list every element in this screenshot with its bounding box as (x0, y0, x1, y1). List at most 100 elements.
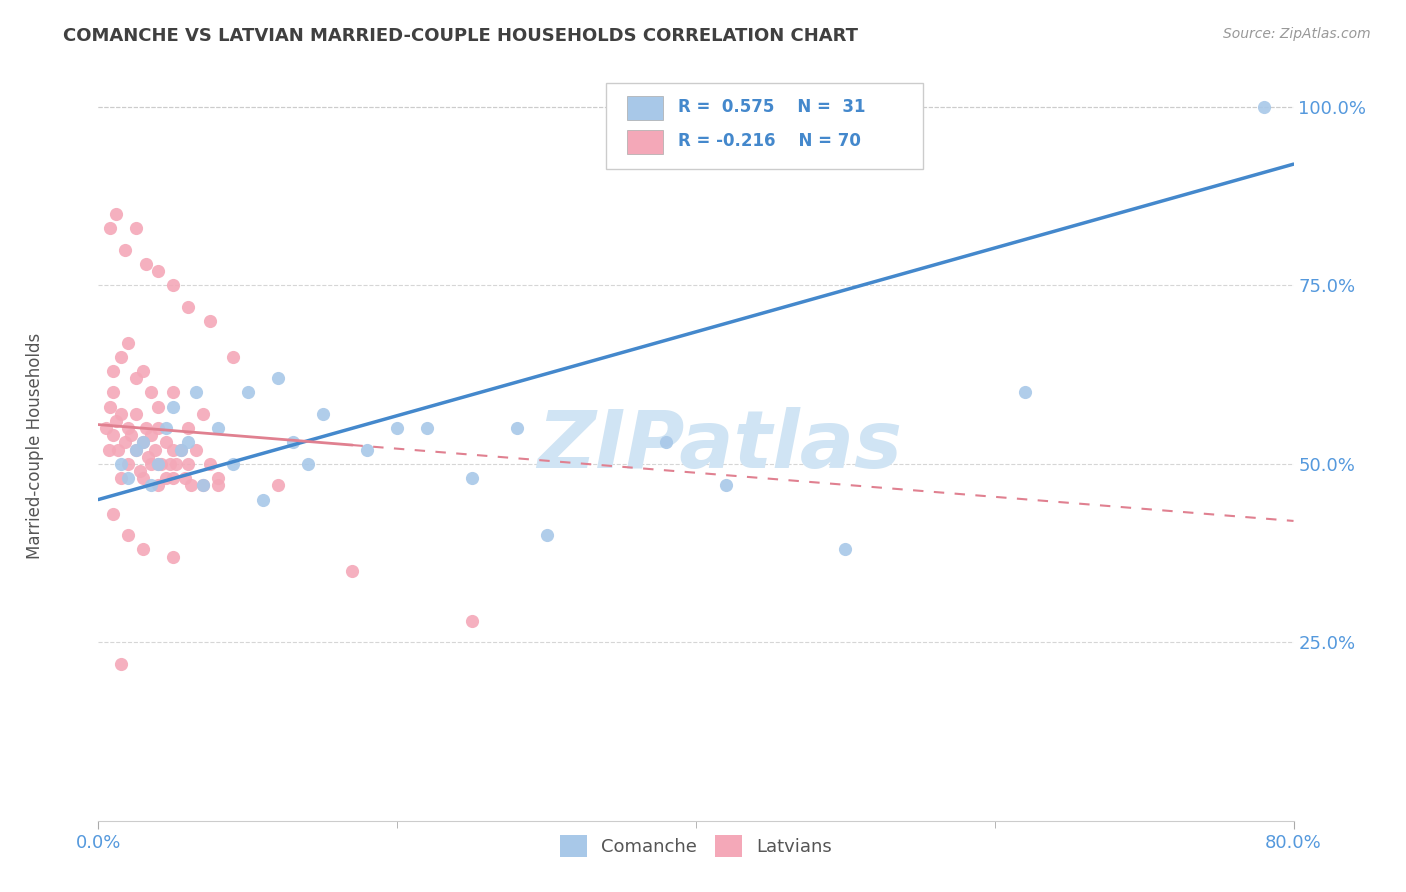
Point (103, 428, 125, 442)
Point (162, 471, 184, 485)
Point (200, 314, 222, 328)
Text: COMANCHE VS LATVIAN MARRIED-COUPLE HOUSEHOLDS CORRELATION CHART: COMANCHE VS LATVIAN MARRIED-COUPLE HOUSE… (63, 27, 858, 45)
Point (177, 435, 200, 450)
Point (125, 442, 148, 457)
Point (110, 657, 132, 671)
Point (281, 435, 304, 450)
Point (200, 457, 222, 471)
Text: Married-couple Households: Married-couple Households (27, 333, 44, 559)
Point (132, 364, 155, 378)
Point (135, 257, 157, 271)
Point (125, 371, 148, 385)
Point (94, 421, 117, 435)
Point (267, 478, 290, 492)
Point (150, 457, 173, 471)
Point (461, 614, 484, 628)
Point (714, 478, 737, 492)
Point (506, 421, 529, 435)
Point (129, 464, 152, 478)
Point (103, 385, 125, 400)
Point (311, 407, 333, 421)
Point (120, 428, 142, 442)
Point (536, 528, 558, 542)
Point (222, 350, 245, 364)
Point (191, 478, 214, 492)
Point (132, 435, 155, 450)
Point (155, 471, 177, 485)
Text: Source: ZipAtlas.com: Source: ZipAtlas.com (1223, 27, 1371, 41)
Point (165, 457, 187, 471)
Point (125, 442, 148, 457)
Point (834, 542, 856, 557)
Point (110, 407, 132, 421)
Point (177, 457, 200, 471)
Point (110, 457, 132, 471)
Point (655, 435, 678, 450)
Point (117, 457, 139, 471)
Point (159, 457, 181, 471)
Point (180, 478, 202, 492)
Point (222, 457, 245, 471)
Point (114, 435, 136, 450)
Point (132, 542, 155, 557)
Point (148, 421, 170, 435)
Point (107, 442, 129, 457)
Point (191, 478, 214, 492)
Point (356, 442, 378, 457)
Point (162, 385, 184, 400)
Point (105, 207, 128, 221)
Point (177, 300, 200, 314)
Point (169, 442, 191, 457)
Point (162, 442, 184, 457)
FancyBboxPatch shape (627, 96, 662, 120)
Point (117, 421, 139, 435)
Point (207, 471, 229, 485)
Point (416, 421, 439, 435)
Point (267, 371, 290, 385)
Point (117, 471, 139, 485)
Point (148, 457, 170, 471)
Point (177, 421, 200, 435)
Text: R =  0.575    N =  31: R = 0.575 N = 31 (678, 98, 866, 116)
FancyBboxPatch shape (627, 130, 662, 153)
Point (110, 350, 132, 364)
Point (97, 442, 120, 457)
Point (110, 471, 132, 485)
Point (117, 528, 139, 542)
Point (191, 407, 214, 421)
Point (297, 457, 319, 471)
Point (98, 221, 122, 235)
Point (162, 400, 184, 414)
Text: R = -0.216    N = 70: R = -0.216 N = 70 (678, 132, 860, 150)
Point (207, 478, 229, 492)
Text: ZIPatlas: ZIPatlas (537, 407, 903, 485)
Point (236, 385, 259, 400)
Point (114, 243, 136, 257)
Point (148, 478, 170, 492)
Point (169, 442, 191, 457)
Point (252, 492, 274, 507)
Point (184, 442, 207, 457)
Point (162, 278, 184, 293)
Point (132, 471, 155, 485)
Point (342, 564, 364, 578)
Legend: Comanche, Latvians: Comanche, Latvians (553, 828, 839, 864)
Point (207, 421, 229, 435)
Point (461, 471, 484, 485)
Point (103, 507, 125, 521)
Point (139, 428, 162, 442)
Point (98, 400, 122, 414)
Point (139, 385, 162, 400)
Point (148, 400, 170, 414)
Point (184, 385, 207, 400)
Point (125, 407, 148, 421)
Point (148, 457, 170, 471)
Point (174, 471, 197, 485)
Point (103, 364, 125, 378)
Point (1014, 385, 1036, 400)
Point (136, 450, 159, 464)
Point (143, 442, 166, 457)
Point (135, 421, 157, 435)
Point (385, 421, 409, 435)
Point (105, 414, 128, 428)
